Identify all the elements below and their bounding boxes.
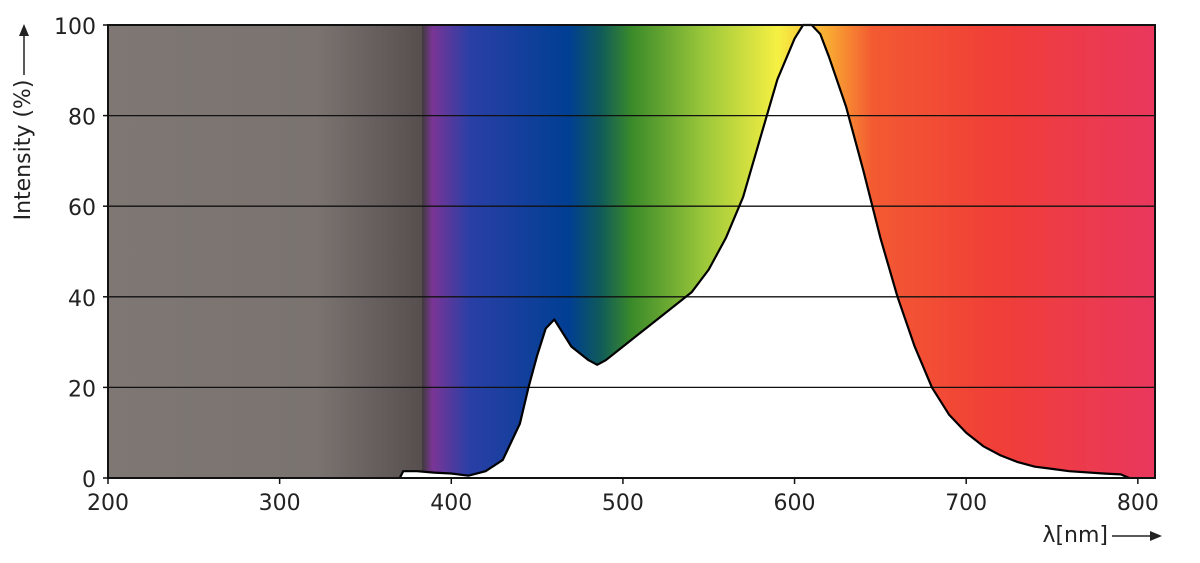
spectrum-line (398, 23, 1130, 480)
y-tick-label: 100 (54, 15, 96, 40)
y-tick-label: 80 (68, 106, 96, 131)
x-tick-label: 400 (430, 491, 472, 516)
y-tick-label: 60 (68, 196, 96, 221)
plot-border (107, 24, 1156, 479)
y-tick-label: 0 (82, 468, 96, 493)
x-axis-arrowhead (1150, 531, 1162, 541)
y-axis-label: Intensity (%) (11, 80, 36, 221)
x-tick-label: 200 (87, 491, 129, 516)
x-tick-label: 800 (1117, 491, 1159, 516)
y-axis-arrowhead (19, 24, 29, 36)
x-tick-label: 300 (259, 491, 301, 516)
x-tick-label: 700 (945, 491, 987, 516)
x-tick-label: 600 (774, 491, 816, 516)
y-tick-label: 40 (68, 287, 96, 312)
area-fill (399, 25, 1130, 478)
y-tick-label: 20 (68, 377, 96, 402)
x-tick-label: 500 (602, 491, 644, 516)
x-axis-label: λ[nm] (1042, 523, 1108, 548)
plot (108, 23, 1155, 480)
